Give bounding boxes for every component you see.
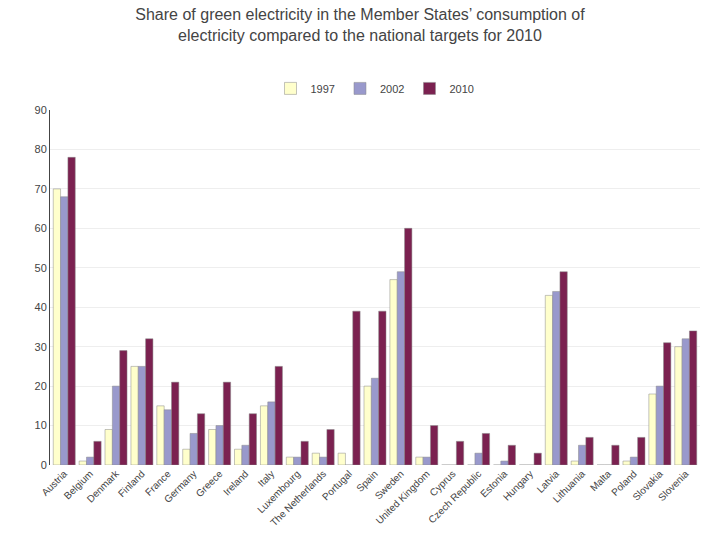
svg-text:20: 20: [35, 380, 47, 392]
svg-text:50: 50: [35, 262, 47, 274]
svg-text:1997: 1997: [311, 83, 335, 95]
svg-text:Cyprus: Cyprus: [427, 468, 457, 498]
svg-text:Ireland: Ireland: [221, 468, 250, 497]
svg-text:Germany: Germany: [162, 468, 199, 505]
svg-text:Portugal: Portugal: [320, 468, 354, 502]
svg-text:Slovenia: Slovenia: [656, 468, 691, 503]
svg-text:2002: 2002: [380, 83, 404, 95]
svg-text:Austria: Austria: [39, 468, 69, 498]
svg-text:Belgium: Belgium: [62, 468, 95, 501]
svg-text:40: 40: [35, 301, 47, 313]
svg-text:Greece: Greece: [194, 468, 225, 499]
svg-text:Hungary: Hungary: [501, 468, 536, 503]
svg-text:30: 30: [35, 341, 47, 353]
svg-text:80: 80: [35, 143, 47, 155]
svg-text:10: 10: [35, 419, 47, 431]
svg-text:70: 70: [35, 183, 47, 195]
svg-text:Slovakia: Slovakia: [630, 468, 665, 503]
svg-text:Lithuania: Lithuania: [551, 468, 588, 505]
svg-text:Sweden: Sweden: [373, 468, 406, 501]
svg-text:The Netherlands: The Netherlands: [268, 468, 328, 528]
svg-text:Finland: Finland: [116, 468, 147, 499]
svg-text:Latvia: Latvia: [535, 468, 562, 495]
svg-text:United Kingdom: United Kingdom: [374, 468, 432, 526]
svg-text:Luxembourg: Luxembourg: [255, 468, 302, 515]
svg-text:Denmark: Denmark: [85, 467, 122, 504]
svg-text:France: France: [143, 468, 173, 498]
svg-text:Estonia: Estonia: [478, 468, 510, 500]
svg-text:0: 0: [41, 459, 47, 471]
svg-text:Italy: Italy: [256, 468, 277, 489]
svg-text:60: 60: [35, 222, 47, 234]
svg-text:2010: 2010: [449, 83, 473, 95]
svg-text:90: 90: [35, 104, 47, 116]
svg-text:Poland: Poland: [609, 468, 639, 498]
svg-text:Czech Republic: Czech Republic: [426, 468, 483, 525]
svg-text:Share of green electricity in: Share of green electricity in the Member…: [135, 6, 585, 44]
svg-text:Spain: Spain: [354, 468, 380, 494]
svg-text:Malta: Malta: [588, 468, 613, 493]
